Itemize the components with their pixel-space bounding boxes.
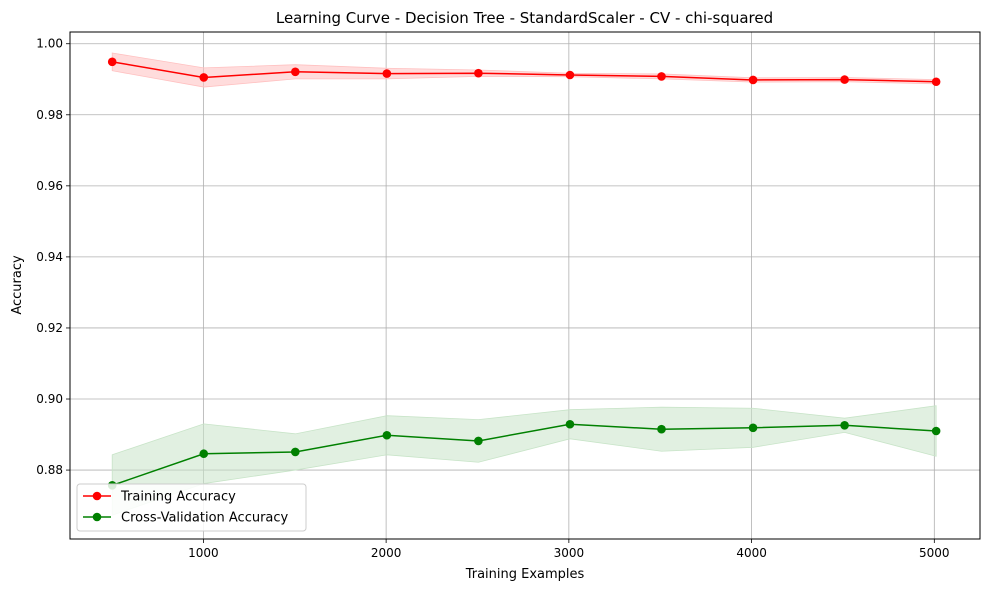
- x-axis-label: Training Examples: [465, 567, 585, 582]
- data-point: [107, 57, 117, 67]
- data-point: [931, 426, 941, 436]
- data-point: [657, 72, 666, 81]
- data-point: [748, 75, 758, 85]
- x-axis-ticks: 1000 2000 3000 4000 5000: [188, 539, 950, 560]
- legend: Training Accuracy Cross-Validation Accura…: [76, 483, 307, 532]
- y-axis-ticks: 0.88 0.90 0.92 0.94 0.96 0.98 1.00: [36, 37, 70, 477]
- legend-marker-1: [92, 512, 102, 522]
- series-line-1: [111, 423, 937, 487]
- data-point: [840, 421, 849, 430]
- grid: [70, 32, 980, 539]
- legend-label-1: Cross-Validation Accuracy: [121, 511, 289, 526]
- y-tick-label: 0.96: [36, 179, 63, 193]
- data-point: [565, 70, 575, 80]
- y-tick-label: 0.90: [36, 392, 63, 406]
- y-tick-label: 1.00: [36, 37, 63, 51]
- confidence-band-1: [111, 405, 937, 516]
- data-point: [840, 75, 849, 84]
- x-tick-label: 3000: [554, 546, 585, 560]
- data-point: [382, 69, 392, 78]
- data-point: [474, 68, 483, 78]
- data-point: [748, 423, 758, 433]
- series-line-0: [112, 61, 937, 83]
- data-point: [474, 436, 483, 446]
- data-point: [199, 73, 209, 82]
- y-axis-label: Accuracy: [10, 255, 25, 315]
- data-point: [931, 77, 941, 87]
- data-point: [291, 447, 300, 457]
- data-point: [382, 430, 392, 440]
- data-point: [565, 419, 575, 429]
- x-tick-label: 5000: [919, 546, 950, 560]
- y-tick-label: 0.98: [36, 108, 63, 122]
- y-tick-label: 0.88: [36, 463, 63, 477]
- series-points: [107, 57, 941, 490]
- data-point: [199, 449, 209, 459]
- x-tick-label: 1000: [188, 546, 219, 560]
- chart-title: Learning Curve - Decision Tree - Standar…: [276, 9, 773, 27]
- y-tick-label: 0.92: [36, 321, 63, 335]
- data-point: [291, 67, 300, 77]
- legend-marker-0: [92, 491, 102, 501]
- x-tick-label: 2000: [371, 546, 402, 560]
- legend-label-0: Training Accuracy: [120, 490, 236, 505]
- y-tick-label: 0.94: [36, 250, 63, 264]
- plot-frame: [69, 31, 981, 540]
- legend-box: [76, 483, 307, 532]
- x-tick-label: 4000: [736, 546, 767, 560]
- series-lines: [111, 61, 937, 487]
- data-point: [657, 424, 666, 434]
